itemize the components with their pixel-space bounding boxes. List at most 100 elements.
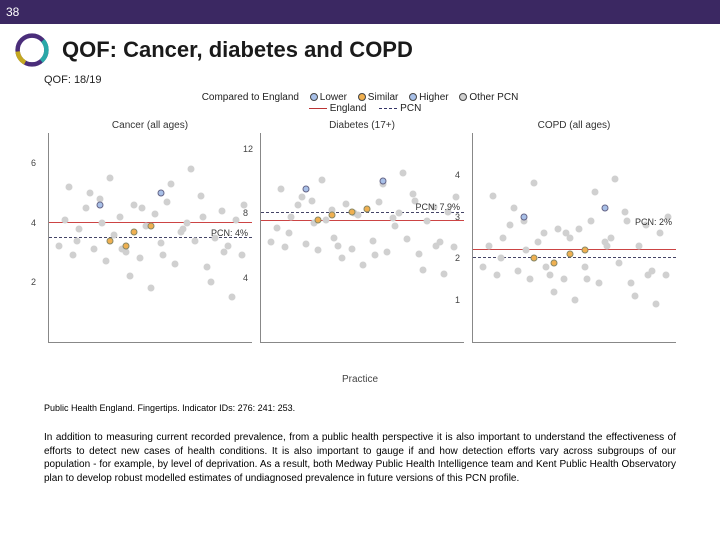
data-point (369, 237, 376, 244)
data-point (343, 200, 350, 207)
england-line (473, 249, 676, 250)
data-point (498, 255, 505, 262)
data-point (530, 255, 537, 262)
y-tick: 1 (455, 295, 460, 305)
data-point (595, 280, 602, 287)
chart-panel: COPD (all ages)1234PCN: 2% (472, 120, 676, 370)
source-citation: Public Health England. Fingertips. Indic… (0, 385, 720, 413)
data-point (208, 279, 215, 286)
data-point (480, 263, 487, 270)
pcn-value-label: PCN: 4% (211, 228, 248, 238)
body-paragraph: In addition to measuring current recorde… (0, 413, 720, 485)
data-point (302, 186, 309, 193)
data-point (371, 252, 378, 259)
data-point (622, 209, 629, 216)
data-point (82, 204, 89, 211)
data-point (612, 175, 619, 182)
legend-line-pcn (379, 108, 397, 109)
data-point (188, 165, 195, 172)
data-point (359, 261, 366, 268)
data-point (167, 180, 174, 187)
data-point (500, 234, 507, 241)
data-point (510, 205, 517, 212)
data-point (157, 189, 164, 196)
data-point (581, 247, 588, 254)
data-point (587, 217, 594, 224)
data-point (396, 210, 403, 217)
data-point (218, 207, 225, 214)
x-axis-label: Practice (0, 370, 720, 385)
data-point (137, 255, 144, 262)
y-tick: 8 (243, 208, 248, 218)
data-point (349, 245, 356, 252)
data-point (74, 237, 81, 244)
logo-icon (14, 32, 50, 68)
data-point (294, 202, 301, 209)
data-point (583, 276, 590, 283)
data-point (106, 174, 113, 181)
legend-intro: Compared to England (202, 92, 299, 103)
legend-dot-lower (310, 93, 318, 101)
data-point (494, 272, 501, 279)
data-point (591, 188, 598, 195)
data-point (268, 239, 275, 246)
data-point (547, 272, 554, 279)
data-point (331, 234, 338, 241)
subtitle: QOF: 18/19 (0, 74, 720, 90)
y-tick: 4 (243, 273, 248, 283)
data-point (318, 176, 325, 183)
data-point (179, 225, 186, 232)
data-point (335, 242, 342, 249)
data-point (541, 230, 548, 237)
data-point (314, 216, 321, 223)
plot-area: 1234PCN: 2% (472, 133, 676, 343)
data-point (400, 170, 407, 177)
data-point (151, 210, 158, 217)
data-point (561, 276, 568, 283)
data-point (522, 247, 529, 254)
data-point (102, 258, 109, 265)
england-line (261, 220, 464, 221)
legend-line-england (309, 108, 327, 109)
data-point (567, 251, 574, 258)
y-tick: 6 (31, 158, 36, 168)
pcn-value-label: PCN: 7.9% (415, 202, 460, 212)
legend-dot-higher (409, 93, 417, 101)
data-point (581, 263, 588, 270)
legend-dot-similar (358, 93, 366, 101)
data-point (106, 237, 113, 244)
data-point (440, 271, 447, 278)
data-point (171, 261, 178, 268)
y-tick: 3 (455, 212, 460, 222)
data-point (157, 240, 164, 247)
data-point (228, 294, 235, 301)
data-point (506, 221, 513, 228)
data-point (70, 252, 77, 259)
data-point (139, 204, 146, 211)
data-point (288, 213, 295, 220)
data-point (314, 247, 321, 254)
data-point (424, 218, 431, 225)
data-point (644, 272, 651, 279)
data-point (379, 178, 386, 185)
data-point (520, 213, 527, 220)
data-point (628, 280, 635, 287)
y-tick: 12 (243, 144, 253, 154)
panel-title: Cancer (all ages) (48, 120, 252, 133)
data-point (624, 217, 631, 224)
data-point (240, 201, 247, 208)
data-point (98, 219, 105, 226)
data-point (432, 242, 439, 249)
data-point (286, 229, 293, 236)
data-point (163, 198, 170, 205)
data-point (127, 273, 134, 280)
data-point (391, 223, 398, 230)
data-point (117, 213, 124, 220)
data-point (322, 216, 329, 223)
chart-panel: Diabetes (17+)4812PCN: 7.9% (260, 120, 464, 370)
data-point (278, 186, 285, 193)
data-point (534, 238, 541, 245)
data-point (204, 264, 211, 271)
data-point (601, 205, 608, 212)
data-point (131, 228, 138, 235)
